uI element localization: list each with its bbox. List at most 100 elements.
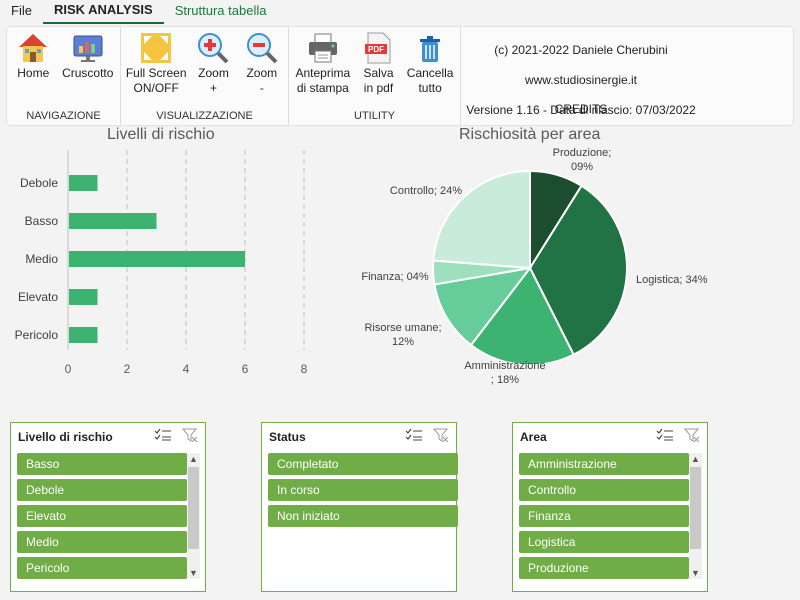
bar-x-tick-label: 8 bbox=[301, 362, 308, 376]
zoom-in-label-2: + bbox=[209, 81, 217, 95]
slicer-item[interactable]: Controllo bbox=[519, 479, 689, 501]
group-navigazione: Home Cruscotto NAVIGAZIONE bbox=[7, 27, 121, 125]
bar[interactable] bbox=[69, 327, 98, 343]
slicer-item[interactable]: In corso bbox=[268, 479, 458, 501]
scroll-up-icon[interactable]: ▲ bbox=[189, 454, 198, 464]
slicer-status: Status Completato In corso Non iniziato bbox=[261, 422, 458, 592]
slicer-item[interactable]: Amministrazione bbox=[519, 453, 689, 475]
pie-data-label: Produzione; 09% bbox=[553, 147, 612, 173]
home-label: Home bbox=[17, 66, 50, 80]
clear-all-label-1: Cancella bbox=[406, 66, 454, 80]
scroll-down-icon[interactable]: ▼ bbox=[189, 568, 198, 578]
pie-data-label: Controllo; 24% bbox=[390, 185, 462, 197]
print-preview-button[interactable]: Anteprima di stampa bbox=[294, 27, 352, 125]
bar-chart-title: Livelli di rischio bbox=[107, 126, 215, 143]
multi-select-icon[interactable] bbox=[154, 428, 172, 447]
slicer-scrollbar[interactable]: ▲ ▼ bbox=[689, 453, 702, 579]
clear-all-label-2: tutto bbox=[418, 81, 442, 95]
pdf-icon: PDF bbox=[360, 30, 396, 66]
slicer-item[interactable]: Elevato bbox=[17, 505, 187, 527]
bar-chart: 0 2 4 6 8 Debole Basso Medio Elevato Pericolo bbox=[15, 150, 308, 376]
cruscotto-button[interactable]: Cruscotto bbox=[59, 27, 117, 125]
ribbon-tab-bar: File RISK ANALYSIS Struttura tabella bbox=[0, 0, 800, 24]
slicer-item[interactable]: Basso bbox=[17, 453, 187, 475]
tab-file[interactable]: File bbox=[11, 2, 32, 18]
clear-filter-icon[interactable] bbox=[432, 428, 449, 447]
clear-filter-icon[interactable] bbox=[683, 428, 700, 447]
bar[interactable] bbox=[69, 251, 245, 267]
print-preview-label-1: Anteprima bbox=[295, 66, 351, 80]
credits-website: www.studiosinergie.it bbox=[524, 72, 638, 87]
pie-slice[interactable] bbox=[432, 169, 531, 270]
fullscreen-icon bbox=[138, 30, 174, 66]
pie-slice[interactable] bbox=[528, 184, 628, 356]
printer-icon bbox=[305, 30, 341, 66]
slicer-item[interactable]: Logistica bbox=[519, 531, 689, 553]
slicer-item[interactable]: Produzione bbox=[519, 557, 689, 579]
bar-x-tick-label: 6 bbox=[242, 362, 249, 376]
tab-risk-analysis[interactable]: RISK ANALYSIS bbox=[42, 0, 164, 24]
bar[interactable] bbox=[69, 289, 98, 305]
group-label-credits: CREDITS bbox=[554, 102, 608, 116]
bar-x-tick-label: 0 bbox=[65, 362, 72, 376]
slicer-item[interactable]: Finanza bbox=[519, 505, 689, 527]
bar[interactable] bbox=[69, 175, 98, 191]
slicer-title: Status bbox=[269, 430, 306, 444]
scroll-down-icon[interactable]: ▼ bbox=[691, 568, 700, 578]
bar-x-tick-label: 2 bbox=[124, 362, 131, 376]
trash-icon bbox=[412, 30, 448, 66]
zoom-out-label-1: Zoom bbox=[246, 66, 278, 80]
credits-version: Versione 1.16 - Data di rilascio: 07/03/… bbox=[466, 102, 696, 117]
slicer-items: Completato In corso Non iniziato bbox=[268, 453, 458, 531]
fullscreen-label-2: ON/OFF bbox=[133, 81, 179, 95]
pie-chart-title: Rischiosità per area bbox=[459, 126, 601, 143]
bar-category-label: Basso bbox=[25, 214, 59, 228]
fullscreen-label-1: Full Screen bbox=[125, 66, 187, 80]
slicer-item[interactable]: Pericolo bbox=[17, 557, 187, 579]
zoom-out-icon bbox=[244, 30, 280, 66]
bar-category-label: Elevato bbox=[18, 290, 58, 304]
clear-filter-icon[interactable] bbox=[181, 428, 198, 447]
slicer-item[interactable]: Completato bbox=[268, 453, 458, 475]
scrollbar-thumb[interactable] bbox=[690, 467, 701, 549]
slicer-item[interactable]: Non iniziato bbox=[268, 505, 458, 527]
slicer-item[interactable]: Medio bbox=[17, 531, 187, 553]
cruscotto-label: Cruscotto bbox=[62, 66, 114, 80]
group-label-utility: UTILITY bbox=[354, 110, 395, 122]
pie-data-label: Amministrazione; 18% bbox=[464, 360, 545, 386]
ribbon: Home Cruscotto NAVIGAZIONE Full Screen O… bbox=[6, 26, 794, 126]
pie-chart: Produzione; 09% Logistica; 34% Amministrazi… bbox=[361, 147, 707, 386]
pie-slice[interactable] bbox=[433, 266, 533, 347]
slicer-scrollbar[interactable]: ▲ ▼ bbox=[187, 453, 200, 579]
bar-category-label: Debole bbox=[20, 176, 58, 190]
save-pdf-button[interactable]: PDF Salva in pdf bbox=[357, 27, 399, 125]
multi-select-icon[interactable] bbox=[656, 428, 674, 447]
pie-slice[interactable] bbox=[469, 266, 575, 366]
scrollbar-thumb[interactable] bbox=[188, 467, 199, 549]
save-pdf-label-1: Salva bbox=[363, 66, 394, 80]
multi-select-icon[interactable] bbox=[405, 428, 423, 447]
zoom-in-label-1: Zoom bbox=[198, 66, 229, 80]
group-utility: Anteprima di stampa PDF Salva in pdf Can… bbox=[289, 27, 461, 125]
bar-category-label: Medio bbox=[25, 252, 58, 266]
tab-struttura-tabella[interactable]: Struttura tabella bbox=[174, 2, 267, 18]
save-pdf-label-2: in pdf bbox=[363, 81, 394, 95]
scroll-up-icon[interactable]: ▲ bbox=[691, 454, 700, 464]
home-button[interactable]: Home bbox=[10, 27, 56, 125]
zoom-in-button[interactable]: Zoom + bbox=[192, 27, 234, 125]
pie-data-label: Finanza; 04% bbox=[361, 271, 428, 283]
zoom-out-label-2: - bbox=[259, 81, 264, 95]
slicer-items: Basso Debole Elevato Medio Pericolo bbox=[17, 453, 187, 583]
print-preview-label-2: di stampa bbox=[296, 81, 349, 95]
pie-data-label: Risorse umane; 12% bbox=[364, 322, 441, 348]
slicer-item[interactable]: Debole bbox=[17, 479, 187, 501]
svg-text:PDF: PDF bbox=[368, 45, 384, 54]
fullscreen-button[interactable]: Full Screen ON/OFF bbox=[125, 27, 187, 125]
clear-all-button[interactable]: Cancella tutto bbox=[405, 27, 455, 125]
bar[interactable] bbox=[69, 213, 157, 229]
house-icon bbox=[15, 30, 51, 66]
slicer-area: Area Amministrazione Controllo Finanza L… bbox=[512, 422, 708, 592]
group-visualizzazione: Full Screen ON/OFF Zoom + Zoom - VISUALI… bbox=[121, 27, 289, 125]
zoom-out-button[interactable]: Zoom - bbox=[241, 27, 283, 125]
zoom-in-icon bbox=[195, 30, 231, 66]
